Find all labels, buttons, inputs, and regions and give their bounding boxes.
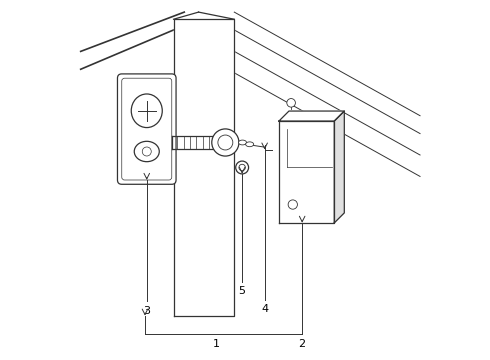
Circle shape bbox=[218, 135, 233, 150]
Text: 3: 3 bbox=[143, 306, 150, 316]
Polygon shape bbox=[334, 111, 344, 223]
Polygon shape bbox=[279, 111, 344, 121]
Polygon shape bbox=[173, 19, 234, 316]
Text: 1: 1 bbox=[213, 339, 220, 349]
Circle shape bbox=[212, 129, 239, 156]
Text: 5: 5 bbox=[239, 287, 245, 296]
FancyBboxPatch shape bbox=[122, 78, 172, 180]
Ellipse shape bbox=[239, 140, 246, 145]
Ellipse shape bbox=[134, 141, 159, 162]
Text: 2: 2 bbox=[298, 339, 306, 349]
Circle shape bbox=[239, 164, 245, 171]
Ellipse shape bbox=[131, 94, 162, 127]
Circle shape bbox=[288, 200, 297, 209]
Circle shape bbox=[142, 147, 151, 156]
Ellipse shape bbox=[245, 142, 254, 147]
Circle shape bbox=[236, 161, 248, 174]
FancyBboxPatch shape bbox=[118, 74, 176, 184]
Text: 4: 4 bbox=[261, 304, 268, 314]
Polygon shape bbox=[279, 121, 334, 223]
Circle shape bbox=[287, 99, 295, 107]
